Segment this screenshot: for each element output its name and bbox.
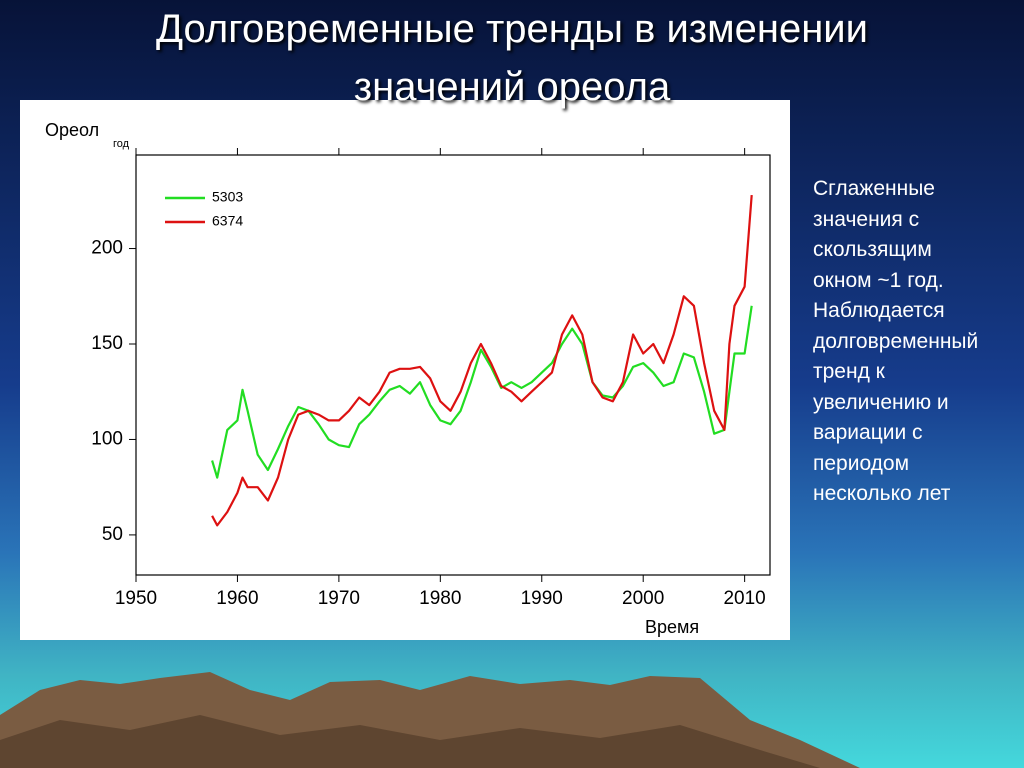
x-tick-label: 1960 xyxy=(216,588,258,609)
x-tick-label: 1970 xyxy=(318,588,360,609)
plot-frame xyxy=(135,154,771,576)
legend-label: 6374 xyxy=(212,213,243,229)
slide-note: Сглаженные значения с скользящим окном ~1 г… xyxy=(813,174,978,510)
series-line xyxy=(211,305,753,479)
x-tick-label: 1950 xyxy=(115,588,157,609)
legend-label: 5303 xyxy=(212,189,243,205)
y-axis-subscript: год xyxy=(113,138,130,150)
chart-panel xyxy=(20,100,790,640)
x-tick-label: 1990 xyxy=(521,588,563,609)
y-tick-label: 150 xyxy=(91,333,123,354)
note-line: вариации с xyxy=(813,421,923,444)
x-tick-label: 1980 xyxy=(419,588,461,609)
y-axis-label: Ореол xyxy=(45,120,99,140)
y-tick-label: 100 xyxy=(91,428,123,449)
note-line: тренд к xyxy=(813,360,885,383)
x-tick-label: 2000 xyxy=(622,588,664,609)
x-axis-label: Время xyxy=(645,617,699,637)
note-line: Наблюдается xyxy=(813,299,945,322)
slide-title: Долговременные тренды в изменении значен… xyxy=(156,7,868,109)
note-line: периодом xyxy=(813,451,910,475)
x-tick-label: 2010 xyxy=(723,588,765,609)
y-tick-label: 200 xyxy=(91,238,123,259)
note-line: долговременный xyxy=(813,329,979,353)
mountains-front xyxy=(0,715,820,768)
note-line: несколько лет xyxy=(813,482,951,505)
note-line: значения с xyxy=(813,207,920,231)
y-tick-label: 50 xyxy=(102,524,123,545)
note-line: окном ~1 год. xyxy=(813,268,944,292)
note-line: скользящим xyxy=(813,238,932,261)
note-line: увеличению и xyxy=(813,390,949,414)
note-line: Сглаженные xyxy=(813,177,935,200)
series-line xyxy=(211,195,753,527)
